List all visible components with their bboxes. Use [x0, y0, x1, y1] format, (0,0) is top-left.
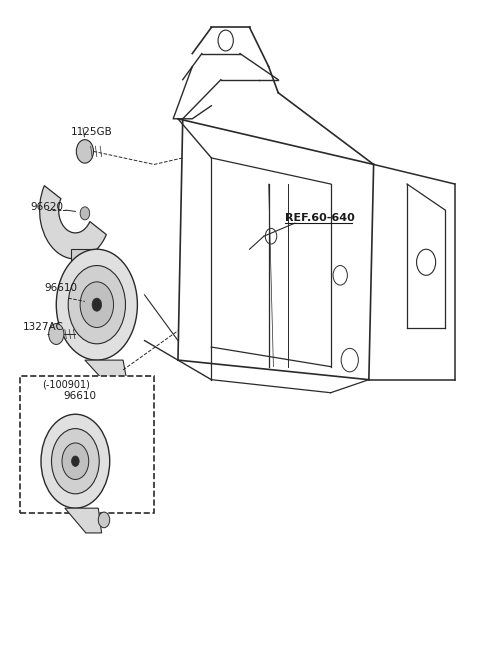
- Polygon shape: [85, 360, 128, 386]
- FancyBboxPatch shape: [71, 250, 97, 275]
- Circle shape: [51, 428, 99, 494]
- Circle shape: [98, 512, 110, 528]
- Circle shape: [76, 140, 94, 163]
- Circle shape: [265, 229, 277, 244]
- Circle shape: [62, 443, 89, 479]
- Circle shape: [333, 265, 348, 285]
- Circle shape: [417, 250, 436, 275]
- Circle shape: [41, 414, 110, 508]
- Circle shape: [68, 265, 125, 344]
- Polygon shape: [65, 508, 102, 533]
- Wedge shape: [39, 185, 107, 259]
- Circle shape: [92, 298, 102, 311]
- Circle shape: [48, 324, 64, 345]
- Text: 1125GB: 1125GB: [71, 127, 112, 137]
- Circle shape: [341, 348, 359, 372]
- Text: (-100901): (-100901): [42, 379, 90, 389]
- Circle shape: [72, 456, 79, 466]
- Circle shape: [56, 250, 137, 360]
- Text: 96610: 96610: [63, 391, 96, 401]
- Text: 96620: 96620: [30, 202, 63, 212]
- Circle shape: [80, 282, 114, 328]
- Circle shape: [80, 207, 90, 220]
- Text: REF.60-640: REF.60-640: [285, 213, 355, 223]
- Text: 1327AC: 1327AC: [23, 322, 64, 333]
- Text: 96610: 96610: [44, 284, 77, 293]
- Circle shape: [218, 30, 233, 51]
- Bar: [21, 377, 154, 514]
